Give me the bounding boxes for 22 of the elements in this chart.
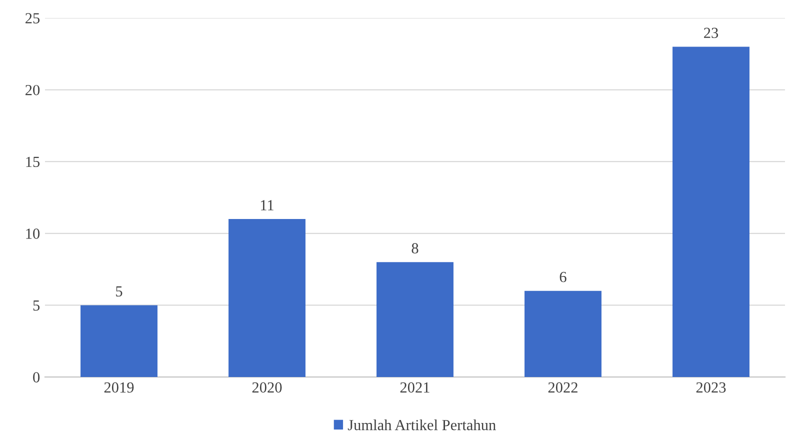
y-tick-label: 25	[26, 13, 40, 24]
bar	[376, 262, 454, 377]
x-tick-label: 2022	[548, 382, 578, 393]
y-tick-label: 10	[26, 228, 40, 239]
y-tick-label: 0	[33, 372, 40, 382]
data-label: 11	[260, 200, 274, 210]
bar	[80, 305, 158, 377]
x-tick-label: 2023	[696, 382, 726, 393]
bar	[228, 219, 306, 377]
data-label: 23	[704, 28, 718, 38]
x-tick-label: 2019	[104, 382, 134, 393]
y-tick-label: 5	[33, 300, 40, 311]
data-label: 6	[560, 272, 566, 282]
legend-label: Jumlah Artikel Pertahun	[348, 419, 496, 430]
y-tick-label: 20	[26, 84, 40, 96]
data-label: 5	[116, 286, 122, 297]
bar	[672, 46, 750, 377]
bar	[524, 290, 602, 377]
y-tick-label: 15	[26, 156, 40, 168]
data-label: 8	[412, 243, 418, 254]
x-tick-label: 2021	[400, 382, 430, 393]
x-tick-label: 2020	[252, 382, 282, 393]
